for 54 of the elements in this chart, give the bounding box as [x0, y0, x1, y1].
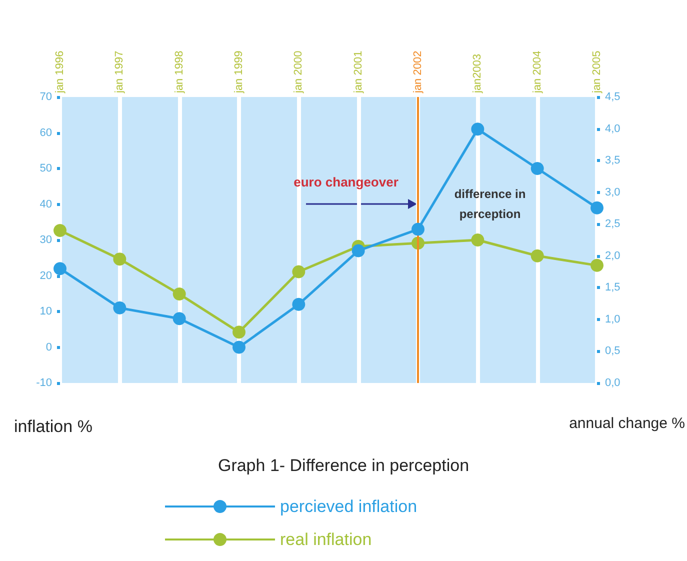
y-axis-title: inflation % [14, 417, 92, 436]
y2-tick-label: 2,5 [605, 218, 620, 230]
y2-tick-label: 3,5 [605, 154, 620, 167]
x-tick-label: jan2003 [472, 54, 484, 94]
y2-tick-label: 4,0 [605, 122, 620, 135]
y2-tick-label: 4,5 [605, 91, 620, 103]
annotation: difference in perception [454, 187, 526, 221]
x-tick-label: jan 2001 [352, 50, 364, 94]
y-tick-label: 70 [40, 91, 52, 103]
x-tick-label: jan 1998 [173, 50, 186, 94]
y-tick-label: 20 [40, 270, 52, 282]
point [172, 288, 186, 301]
y-tick-label: 10 [40, 306, 52, 318]
point [352, 244, 365, 258]
point [292, 298, 306, 311]
point [113, 252, 126, 266]
annotation: euro changeover [294, 174, 398, 190]
point [54, 224, 66, 237]
y-tick-label: -10 [36, 377, 52, 389]
y-tick-label: 30 [40, 234, 52, 246]
point [590, 258, 604, 272]
y2-axis-title: annual change % [569, 415, 686, 432]
y-tick-label: 60 [40, 126, 52, 139]
x-tick-label: jan 1999 [233, 50, 245, 94]
point [113, 301, 126, 314]
y2-tick-label: 0,5 [605, 345, 620, 358]
x-tick-label: jan 1997 [114, 50, 126, 94]
x-tick-label: jan 2005 [591, 50, 603, 94]
text: real inflation [280, 530, 372, 549]
y-tick-label: 50 [40, 162, 52, 174]
x-tick-label: jan 2000 [292, 50, 305, 94]
y2-tick-label: 1,5 [605, 282, 620, 294]
point [412, 222, 424, 236]
point [172, 312, 186, 326]
x-tick-label: jan 2002 [412, 50, 424, 94]
y2-tick-label: 2,0 [605, 250, 620, 262]
text: percieved inflation [280, 497, 418, 516]
x-tick-label: jan 1996 [54, 50, 66, 94]
text: Graph 1- Difference in perception [218, 456, 470, 475]
y-tick-label: 0 [46, 341, 52, 354]
y2-tick-label: 0,0 [605, 377, 620, 389]
point [471, 234, 484, 246]
point [471, 122, 484, 136]
y2-tick-label: 1,0 [605, 313, 620, 326]
point [590, 201, 604, 214]
y-tick-label: 40 [40, 198, 52, 210]
point [232, 340, 246, 354]
point [54, 262, 66, 276]
y2-tick-label: 3,0 [605, 186, 620, 198]
point [530, 249, 544, 262]
point [232, 326, 246, 339]
point [530, 162, 544, 175]
point [292, 265, 306, 278]
x-tick-label: jan 2004 [531, 50, 544, 94]
